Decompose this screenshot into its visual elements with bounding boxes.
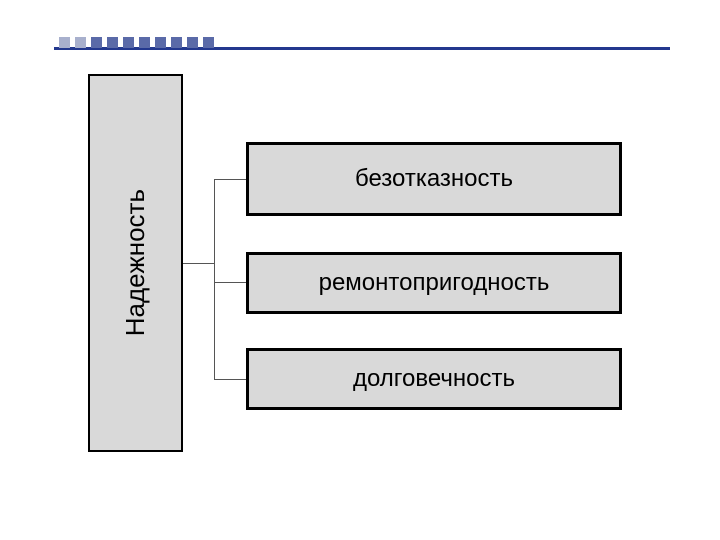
child-box-1: ремонтопригодность — [246, 252, 622, 314]
child-label-1: ремонтопригодность — [319, 269, 550, 297]
header-bullet — [123, 37, 134, 48]
root-box: Надежность — [88, 74, 183, 452]
connector-segment — [183, 263, 214, 264]
header-bullet — [171, 37, 182, 48]
header-bullet — [155, 37, 166, 48]
child-box-2: долговечность — [246, 348, 622, 410]
header-bullet — [91, 37, 102, 48]
child-box-0: безотказность — [246, 142, 622, 216]
child-label-0: безотказность — [355, 165, 513, 193]
child-label-2: долговечность — [353, 365, 515, 393]
header-bullet — [187, 37, 198, 48]
header-bullet — [139, 37, 150, 48]
connector-segment — [214, 179, 215, 380]
header-bullet — [203, 37, 214, 48]
diagram-canvas: Надежность безотказность ремонтопригодно… — [0, 0, 720, 540]
connector-segment — [214, 282, 246, 283]
header-bullet — [107, 37, 118, 48]
header-bullet — [59, 37, 70, 48]
connector-segment — [214, 379, 246, 380]
connector-segment — [214, 179, 246, 180]
header-bullet — [75, 37, 86, 48]
root-label: Надежность — [120, 189, 151, 336]
